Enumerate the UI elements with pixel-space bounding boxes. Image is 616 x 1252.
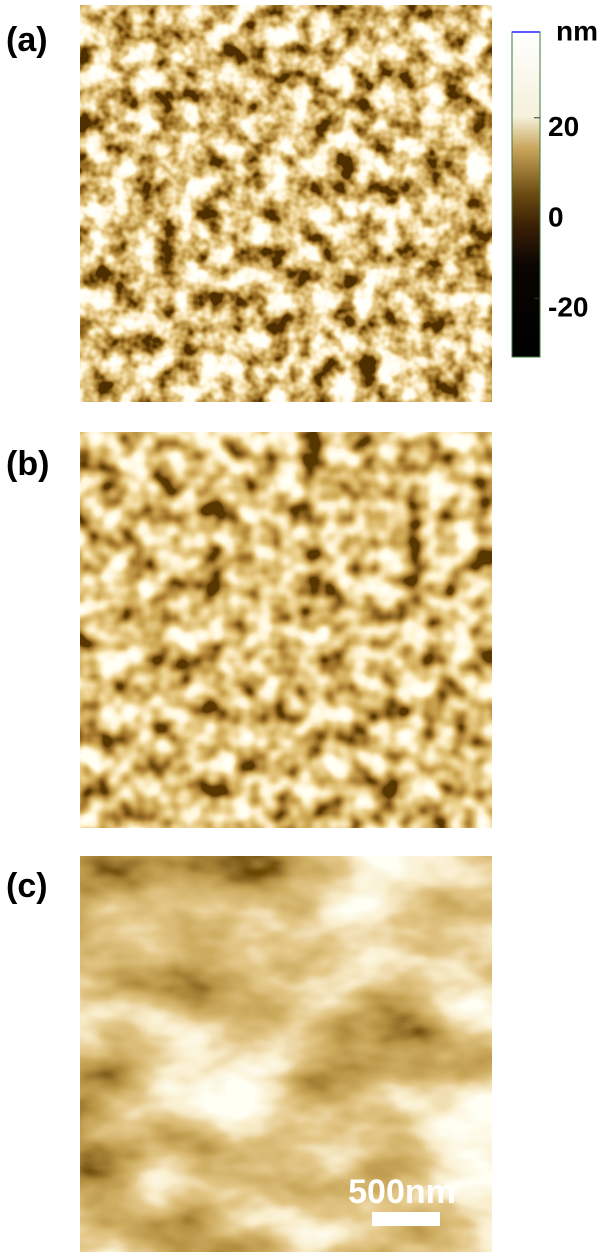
colorbar-tick-label: -20 [548,292,588,323]
colorbar-tick-label: 20 [548,111,579,142]
afm-image [80,5,492,402]
panel-label: (c) [6,867,48,905]
scale-bar-label: 500nm [348,1173,456,1211]
colorbar-tick-label: 0 [548,201,564,232]
scale-bar [372,1212,440,1226]
colorbar [512,32,540,357]
panel-label: (a) [6,21,48,59]
panel-label: (b) [6,445,49,483]
afm-image [80,432,492,828]
colorbar-unit: nm [556,15,598,46]
figure: (a) (b) (c) nm 500nm 20 0 -20 [0,0,616,1252]
